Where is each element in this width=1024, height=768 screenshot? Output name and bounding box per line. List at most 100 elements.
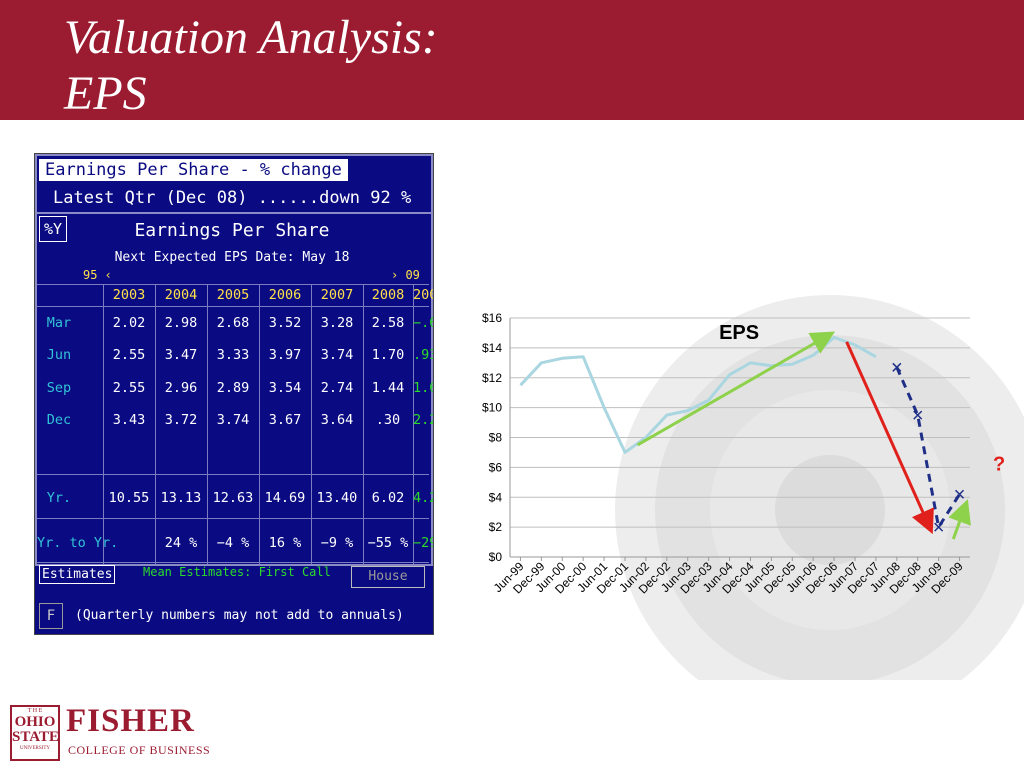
annual-eps-value: 13.13 — [160, 490, 202, 506]
eps-value: 3.33 — [216, 347, 250, 363]
eps-value: 2.55 — [112, 380, 146, 396]
eps-value: 3.28 — [320, 315, 354, 331]
slide-header: Valuation Analysis: EPS — [0, 0, 1024, 120]
eps-value: 3.67 — [268, 412, 302, 428]
annual-eps-value: 10.55 — [108, 490, 150, 506]
estimate-point-marker — [892, 362, 902, 372]
y-tick-label: $16 — [482, 311, 502, 325]
row-label-mar: Mar — [46, 315, 72, 331]
range-end-link[interactable]: › 09 — [391, 268, 420, 282]
year-header-2008: 2008 — [371, 287, 405, 303]
latest-quarter-text: Latest Qtr (Dec 08) ......down 92 % — [53, 188, 412, 208]
y-tick-label: $12 — [482, 371, 502, 385]
table-column-divider — [103, 284, 104, 564]
annual-eps-value: 14.69 — [264, 490, 306, 506]
eps-value: 3.47 — [164, 347, 198, 363]
eps-value: 1.70 — [371, 347, 405, 363]
house-button[interactable]: House — [351, 566, 425, 588]
eps-value: .93 — [413, 347, 433, 363]
eps-value: 3.54 — [268, 380, 302, 396]
annual-eps-value: 4.25 — [413, 490, 433, 506]
f-button[interactable]: F — [39, 603, 63, 629]
y-tick-label: $14 — [482, 341, 502, 355]
estimate-point-marker — [934, 522, 944, 532]
eps-table-heading: Earnings Per Share — [134, 220, 330, 241]
eps-value: 2.98 — [164, 315, 198, 331]
year-header-2006: 2006 — [268, 287, 302, 303]
eps-annotation: EPS — [719, 322, 759, 344]
yr-to-yr-change: −9 % — [320, 535, 354, 551]
question-annotation: ? — [993, 453, 1005, 475]
y-tick-label: $2 — [489, 520, 503, 534]
table-column-divider — [259, 284, 260, 564]
yr-to-yr-change: −55 % — [367, 535, 409, 551]
estimates-button[interactable]: Estimates — [39, 565, 116, 584]
eps-value: 3.74 — [216, 412, 250, 428]
row-label-sep: Sep — [46, 380, 72, 396]
table-row-divider — [37, 474, 429, 475]
eps-value: 2.24 — [413, 412, 433, 428]
year-header-2007: 2007 — [320, 287, 354, 303]
eps-value: 3.74 — [320, 347, 354, 363]
year-header-2005: 2005 — [216, 287, 250, 303]
quarterly-note: (Quarterly numbers may not add to annual… — [75, 608, 404, 623]
table-column-divider — [155, 284, 156, 564]
yr-to-yr-change: −4 % — [216, 535, 250, 551]
eps-value: 3.64 — [320, 412, 354, 428]
row-label-yr-to-yr: Yr. to Yr. — [37, 535, 119, 551]
year-header-2004: 2004 — [164, 287, 198, 303]
slide-title: Valuation Analysis: EPS — [64, 10, 438, 122]
row-label-yr: Yr. — [46, 490, 72, 506]
yr-to-yr-change: 24 % — [164, 535, 198, 551]
y-tick-label: $4 — [489, 490, 503, 504]
next-eps-date: Next Expected EPS Date: May 18 — [114, 250, 350, 265]
row-label-jun: Jun — [46, 347, 72, 363]
eps-value: 2.68 — [216, 315, 250, 331]
panel-title: Earnings Per Share - % change — [39, 159, 348, 181]
range-start-link[interactable]: 95 ‹ — [83, 268, 112, 282]
trend-arrow — [845, 341, 934, 535]
eps-value: 3.97 — [268, 347, 302, 363]
table-column-divider — [413, 284, 414, 564]
mean-estimates-label: Mean Estimates: First Call — [143, 565, 331, 579]
eps-value: 2.58 — [371, 315, 405, 331]
eps-value: 2.89 — [216, 380, 250, 396]
annual-eps-value: 12.63 — [212, 490, 254, 506]
pct-y-button[interactable]: %Y — [39, 216, 67, 242]
estimate-point-marker — [913, 410, 923, 420]
eps-value: 2.74 — [320, 380, 354, 396]
table-row-divider — [37, 518, 429, 519]
series-line-estimated-eps — [895, 366, 961, 532]
panel-top-frame — [35, 154, 433, 214]
table-column-divider — [363, 284, 364, 564]
trend-arrow — [636, 331, 836, 447]
osu-logo-mark: T H E OHIO STATE UNIVERSITY — [10, 705, 60, 761]
trend-arrow — [948, 499, 971, 540]
series-line-actual-eps — [519, 335, 877, 454]
table-column-divider — [311, 284, 312, 564]
eps-value: 3.43 — [112, 412, 146, 428]
slide-title-line-1: Valuation Analysis: — [64, 11, 438, 64]
year-header-2009: 2009 — [413, 287, 433, 303]
eps-value: −.62 — [413, 315, 433, 331]
university-seal-watermark — [615, 295, 1024, 680]
table-row-divider — [37, 306, 429, 307]
table-row-divider — [37, 284, 429, 285]
y-tick-label: $0 — [489, 550, 503, 564]
estimate-point-marker — [955, 489, 965, 499]
yr-to-yr-change: −29 % — [413, 535, 433, 551]
annual-eps-value: 6.02 — [371, 490, 405, 506]
eps-line-chart: $0$2$4$6$8$10$12$14$16Jun-99Dec-99Jun-00… — [482, 311, 1005, 596]
annual-eps-value: 13.40 — [316, 490, 358, 506]
eps-value: .30 — [375, 412, 401, 428]
eps-value: 3.72 — [164, 412, 198, 428]
table-column-divider — [207, 284, 208, 564]
eps-value: 1.44 — [371, 380, 405, 396]
eps-value: 2.96 — [164, 380, 198, 396]
eps-table-frame — [35, 212, 433, 566]
y-tick-label: $10 — [482, 401, 502, 415]
y-tick-label: $8 — [489, 431, 503, 445]
fisher-logo: T H E OHIO STATE UNIVERSITY FISHER COLLE… — [10, 703, 210, 763]
eps-value: 1.60 — [413, 380, 433, 396]
row-label-dec: Dec — [46, 412, 72, 428]
